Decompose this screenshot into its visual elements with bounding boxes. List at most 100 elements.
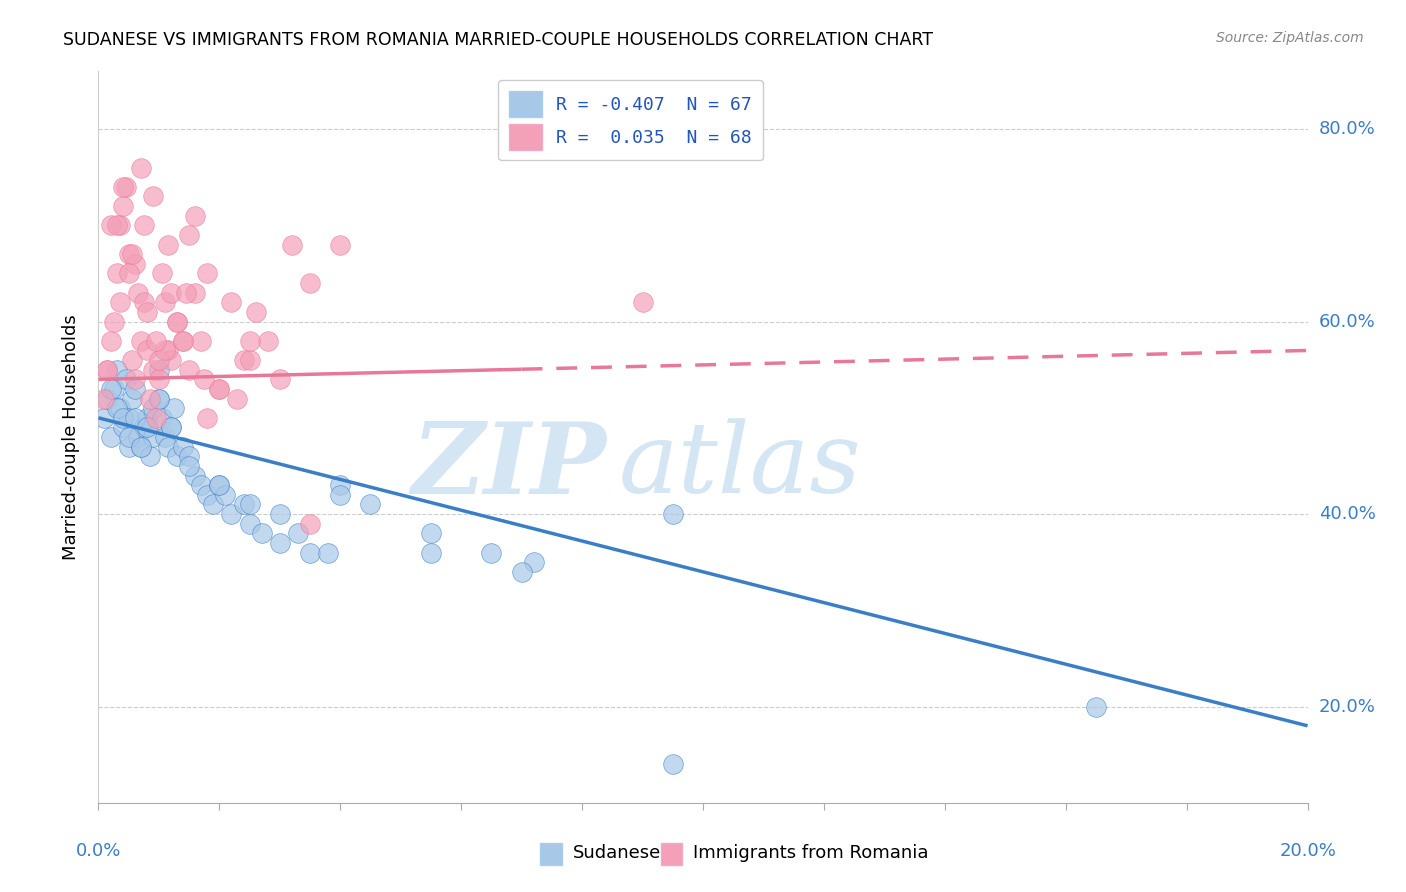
Point xyxy=(105,401,128,416)
Point xyxy=(179,362,201,376)
Point xyxy=(172,334,194,348)
Point xyxy=(190,334,212,348)
Point xyxy=(118,410,141,425)
Text: 80.0%: 80.0% xyxy=(1319,120,1375,138)
Point xyxy=(153,343,176,358)
Point xyxy=(124,382,146,396)
Text: 20.0%: 20.0% xyxy=(1319,698,1375,715)
Point xyxy=(132,219,155,233)
Point xyxy=(127,285,149,300)
Point xyxy=(121,247,143,261)
Point xyxy=(420,545,443,559)
FancyBboxPatch shape xyxy=(540,843,561,865)
Point xyxy=(148,353,170,368)
Point xyxy=(195,410,218,425)
Point xyxy=(118,430,141,444)
Text: SUDANESE VS IMMIGRANTS FROM ROMANIA MARRIED-COUPLE HOUSEHOLDS CORRELATION CHART: SUDANESE VS IMMIGRANTS FROM ROMANIA MARR… xyxy=(63,31,934,49)
Point xyxy=(121,353,143,368)
Point xyxy=(150,410,173,425)
Point xyxy=(108,401,131,416)
Point xyxy=(111,420,134,434)
Point xyxy=(156,343,179,358)
Point xyxy=(111,199,134,213)
Text: Sudanese: Sudanese xyxy=(572,844,661,862)
Y-axis label: Married-couple Households: Married-couple Households xyxy=(62,314,80,560)
Point xyxy=(127,430,149,444)
Point xyxy=(179,227,201,242)
Point xyxy=(105,267,128,281)
Point xyxy=(93,392,115,406)
Point xyxy=(195,488,218,502)
Point xyxy=(299,516,322,531)
Point xyxy=(208,382,231,396)
Point xyxy=(179,450,201,464)
Point xyxy=(111,410,134,425)
Point xyxy=(139,450,162,464)
Point xyxy=(105,219,128,233)
Point xyxy=(114,372,136,386)
Text: 60.0%: 60.0% xyxy=(1319,312,1375,331)
Point xyxy=(193,372,215,386)
Point xyxy=(105,362,128,376)
Point xyxy=(129,161,152,175)
Point xyxy=(239,516,262,531)
Point xyxy=(287,526,309,541)
Point xyxy=(172,440,194,454)
Point xyxy=(329,488,352,502)
FancyBboxPatch shape xyxy=(661,843,682,865)
Point xyxy=(190,478,212,492)
Point xyxy=(174,285,197,300)
Point xyxy=(148,372,170,386)
Point xyxy=(148,392,170,406)
Point xyxy=(148,392,170,406)
Point xyxy=(299,276,322,290)
Point xyxy=(631,295,654,310)
Point xyxy=(163,401,186,416)
Point xyxy=(135,343,157,358)
Point xyxy=(184,285,207,300)
Point xyxy=(208,382,231,396)
Point xyxy=(129,440,152,454)
Point xyxy=(232,353,254,368)
Point xyxy=(153,430,176,444)
Point xyxy=(142,362,165,376)
Point xyxy=(250,526,273,541)
Point xyxy=(232,498,254,512)
Point xyxy=(142,401,165,416)
Point xyxy=(214,488,236,502)
Point xyxy=(156,237,179,252)
Point xyxy=(118,247,141,261)
Point xyxy=(661,507,683,521)
Text: Source: ZipAtlas.com: Source: ZipAtlas.com xyxy=(1216,31,1364,45)
Point xyxy=(281,237,304,252)
Text: ZIP: ZIP xyxy=(412,418,606,515)
Point xyxy=(153,295,176,310)
Point xyxy=(202,498,225,512)
Point xyxy=(103,315,125,329)
Point xyxy=(160,420,183,434)
Point xyxy=(661,757,683,772)
Point xyxy=(111,179,134,194)
Point xyxy=(132,420,155,434)
Text: Immigrants from Romania: Immigrants from Romania xyxy=(693,844,929,862)
Point xyxy=(121,392,143,406)
Point xyxy=(239,334,262,348)
Point xyxy=(166,450,188,464)
Point xyxy=(132,295,155,310)
Point xyxy=(160,420,183,434)
Text: 20.0%: 20.0% xyxy=(1279,842,1336,860)
Point xyxy=(420,526,443,541)
Point xyxy=(226,392,249,406)
Point xyxy=(129,334,152,348)
Point xyxy=(142,189,165,203)
Point xyxy=(160,353,183,368)
Point xyxy=(108,295,131,310)
Point xyxy=(316,545,339,559)
Point xyxy=(172,334,194,348)
Point xyxy=(135,410,157,425)
Point xyxy=(96,362,118,376)
Text: atlas: atlas xyxy=(619,418,860,514)
Point xyxy=(221,507,243,521)
Point xyxy=(108,219,131,233)
Point xyxy=(184,209,207,223)
